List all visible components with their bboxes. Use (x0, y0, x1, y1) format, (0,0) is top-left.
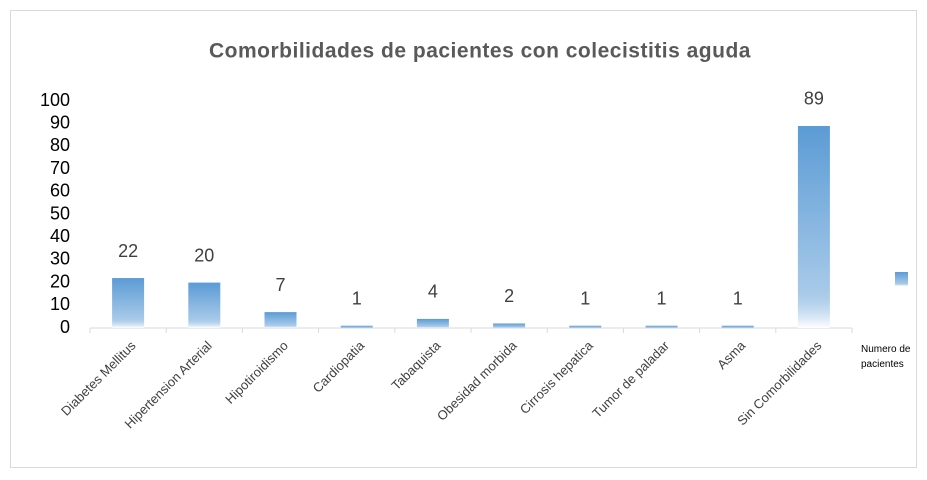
data-label: 7 (275, 275, 285, 295)
bar (340, 325, 373, 328)
data-label: 2 (504, 286, 514, 306)
legend-swatch (895, 272, 908, 286)
y-tick-label: 40 (50, 226, 70, 246)
y-tick-label: 0 (60, 317, 70, 337)
y-tick-label: 100 (40, 90, 70, 110)
y-tick-label: 60 (50, 181, 70, 201)
bar (416, 318, 449, 328)
y-tick-label: 80 (50, 135, 70, 155)
y-tick-label: 10 (50, 294, 70, 314)
y-tick-label: 30 (50, 249, 70, 269)
legend-label: Numero de pacientes (861, 344, 911, 370)
data-label: 22 (118, 241, 138, 261)
chart-border (10, 10, 917, 468)
bar (797, 125, 830, 328)
data-label: 1 (580, 288, 590, 308)
bar (188, 282, 221, 328)
y-tick-label: 90 (50, 112, 70, 132)
data-label: 1 (733, 288, 743, 308)
bar (112, 278, 145, 328)
bar (264, 312, 297, 328)
bar (569, 325, 602, 328)
data-label: 20 (194, 245, 214, 265)
y-tick-label: 70 (50, 158, 70, 178)
y-tick-label: 50 (50, 203, 70, 223)
data-label: 1 (352, 288, 362, 308)
data-label: 1 (656, 288, 666, 308)
y-tick-label: 20 (50, 271, 70, 291)
bar (493, 323, 526, 328)
bar (721, 325, 754, 328)
bar (645, 325, 678, 328)
data-label: 4 (428, 282, 438, 302)
data-label: 89 (804, 89, 824, 109)
chart-title: Comorbilidades de pacientes con colecist… (209, 40, 751, 63)
